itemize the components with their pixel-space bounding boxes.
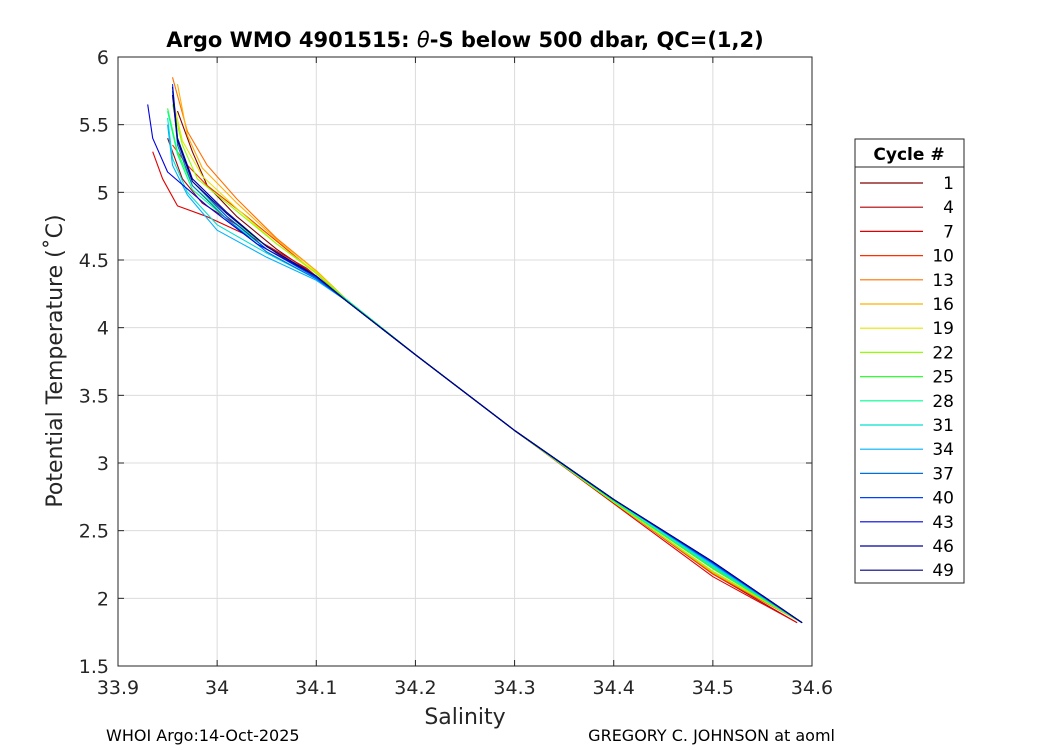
x-tick-label: 34.6 bbox=[791, 677, 833, 699]
y-tick-label: 2.5 bbox=[79, 521, 109, 543]
legend-label: 10 bbox=[932, 247, 954, 267]
x-tick-label: 34.1 bbox=[295, 677, 337, 699]
series-line-cycle-4 bbox=[167, 138, 798, 624]
y-tick-label: 3.5 bbox=[79, 385, 109, 407]
y-tick-label: 4 bbox=[97, 318, 109, 340]
series-line-cycle-1 bbox=[176, 110, 803, 624]
footer-left: WHOI Argo:14-Oct-2025 bbox=[106, 726, 300, 745]
legend-label: 28 bbox=[932, 392, 954, 412]
series-line-cycle-34 bbox=[167, 124, 803, 624]
legend-items: 1 4 7 10 13 16 19 22 25 28 31 34 37 40 43 46 49 bbox=[860, 174, 954, 581]
legend-label: 31 bbox=[932, 416, 954, 436]
series-line-cycle-10 bbox=[172, 144, 803, 624]
legend-label: 16 bbox=[932, 295, 954, 315]
series-line-cycle-49 bbox=[171, 94, 803, 624]
series-line-cycle-28 bbox=[167, 110, 803, 624]
title-prefix: Argo WMO 4901515: bbox=[166, 28, 417, 52]
legend-label: 40 bbox=[932, 489, 954, 509]
legend-label: 19 bbox=[932, 319, 954, 339]
axes-box bbox=[117, 56, 813, 667]
x-axis-label: Salinity bbox=[424, 705, 505, 730]
series-line-cycle-13 bbox=[171, 77, 803, 624]
y-tick-label: 6 bbox=[97, 47, 109, 69]
series-line-cycle-31 bbox=[167, 117, 803, 624]
grid-lines bbox=[117, 56, 813, 667]
legend-label: 49 bbox=[932, 561, 954, 581]
legend-box bbox=[854, 138, 965, 584]
series-line-cycle-43 bbox=[147, 104, 803, 624]
series-line-cycle-37 bbox=[171, 90, 803, 624]
title-theta: θ bbox=[417, 28, 430, 52]
series-line-cycle-22 bbox=[171, 104, 803, 624]
x-tick-label: 34 bbox=[205, 677, 229, 699]
x-tick-label: 34.2 bbox=[394, 677, 436, 699]
legend-label: 22 bbox=[932, 343, 954, 363]
series-line-cycle-16 bbox=[176, 83, 803, 624]
legend-label: 43 bbox=[932, 513, 954, 533]
x-tick-label: 34.5 bbox=[692, 677, 734, 699]
legend-label: 37 bbox=[932, 464, 954, 484]
legend-label: 4 bbox=[943, 198, 954, 218]
series-line-cycle-19 bbox=[171, 97, 803, 624]
legend-label: 7 bbox=[943, 222, 954, 242]
y-tick-label: 4.5 bbox=[79, 250, 109, 272]
y-axis-label: Potential Temperature (˚C) bbox=[43, 214, 68, 507]
x-tick-label: 33.9 bbox=[97, 677, 139, 699]
legend: Cycle # 1 4 7 10 13 16 19 22 25 28 31 34 37 40 43 46 49 bbox=[854, 138, 965, 584]
y-tick-label: 3 bbox=[97, 453, 109, 475]
legend-label: 13 bbox=[932, 271, 954, 291]
legend-label: 46 bbox=[932, 537, 954, 557]
plot-area bbox=[147, 77, 803, 624]
footer-right: GREGORY C. JOHNSON at aoml bbox=[588, 726, 835, 745]
y-axis: 1.5 2 2.5 3 3.5 4 4.5 5 5.5 6 bbox=[79, 47, 812, 678]
x-tick-label: 34.3 bbox=[493, 677, 535, 699]
series-line-cycle-40 bbox=[171, 84, 803, 624]
y-tick-label: 2 bbox=[97, 588, 109, 610]
y-tick-label: 5.5 bbox=[79, 115, 109, 137]
series-line-cycle-25 bbox=[167, 108, 803, 624]
legend-label: 1 bbox=[943, 174, 954, 194]
legend-label: 25 bbox=[932, 368, 954, 388]
series-line-cycle-7 bbox=[152, 151, 798, 624]
x-tick-label: 34.4 bbox=[593, 677, 635, 699]
title-suffix: -S below 500 dbar, QC=(1,2) bbox=[430, 28, 764, 52]
y-tick-label: 5 bbox=[97, 182, 109, 204]
legend-title: Cycle # bbox=[873, 145, 944, 165]
series-line-cycle-46 bbox=[171, 86, 803, 624]
y-tick-label: 1.5 bbox=[79, 656, 109, 678]
legend-label: 34 bbox=[932, 440, 954, 460]
chart-title: Argo WMO 4901515: θ-S below 500 dbar, QC… bbox=[166, 28, 763, 52]
x-axis: 33.9 34 34.1 34.2 34.3 34.4 34.5 34.6 bbox=[97, 57, 833, 699]
